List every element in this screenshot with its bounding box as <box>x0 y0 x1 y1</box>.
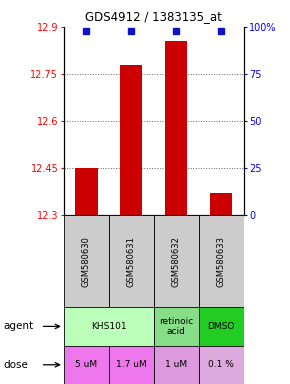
Text: GSM580630: GSM580630 <box>82 236 91 286</box>
Bar <box>109 346 154 384</box>
Bar <box>165 41 187 215</box>
Text: 0.1 %: 0.1 % <box>208 360 234 369</box>
Bar <box>120 65 142 215</box>
Text: 5 uM: 5 uM <box>75 360 97 369</box>
Bar <box>64 346 109 384</box>
Bar <box>64 307 154 346</box>
Text: GSM580632: GSM580632 <box>172 236 181 286</box>
Bar <box>210 193 232 215</box>
Text: KHS101: KHS101 <box>91 322 126 331</box>
Bar <box>199 215 244 307</box>
Bar <box>64 215 109 307</box>
Text: agent: agent <box>3 321 33 331</box>
Text: DMSO: DMSO <box>207 322 235 331</box>
Bar <box>199 307 244 346</box>
Bar <box>154 346 199 384</box>
Text: 1.7 uM: 1.7 uM <box>116 360 147 369</box>
Text: retinoic
acid: retinoic acid <box>159 317 193 336</box>
Bar <box>154 307 199 346</box>
Bar <box>75 168 97 215</box>
Text: GSM580633: GSM580633 <box>217 236 226 286</box>
Text: 1 uM: 1 uM <box>165 360 187 369</box>
Text: GDS4912 / 1383135_at: GDS4912 / 1383135_at <box>85 10 222 23</box>
Bar <box>109 215 154 307</box>
Text: dose: dose <box>3 360 28 370</box>
Bar <box>199 346 244 384</box>
Text: GSM580631: GSM580631 <box>127 236 136 286</box>
Bar <box>154 215 199 307</box>
